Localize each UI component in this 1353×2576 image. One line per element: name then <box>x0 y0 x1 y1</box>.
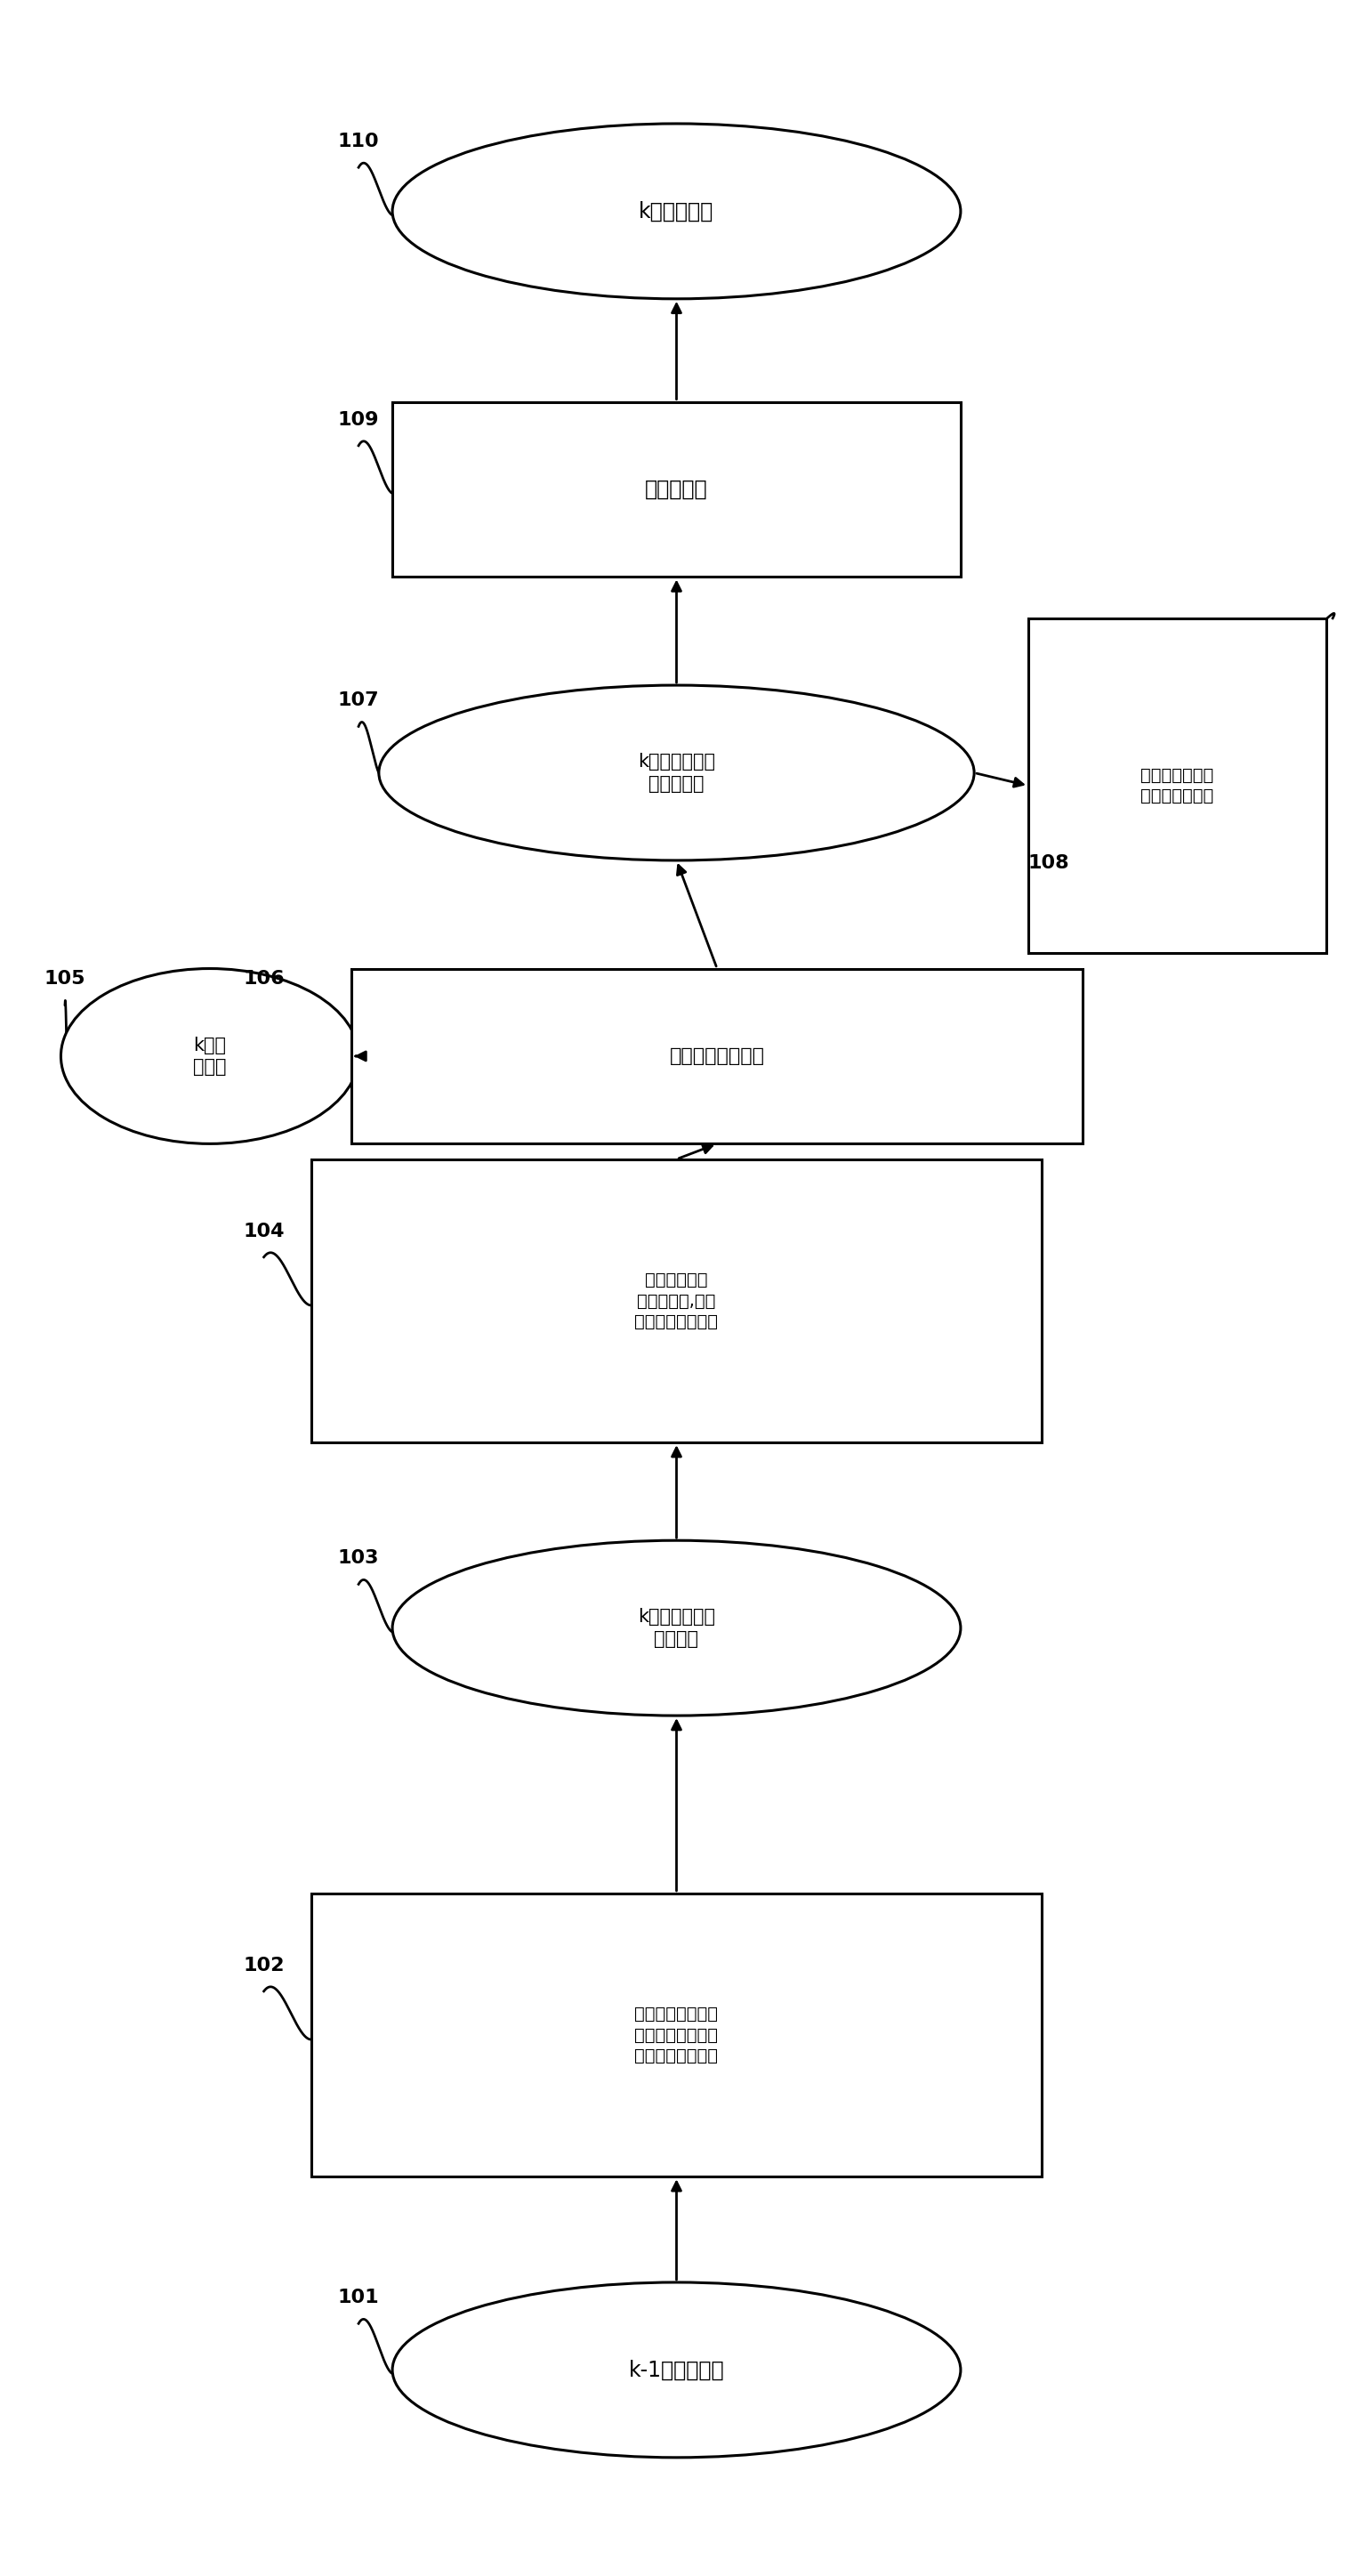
Bar <box>311 1159 1042 1443</box>
Text: k时刻
观测量: k时刻 观测量 <box>193 1036 226 1077</box>
Bar <box>392 402 961 577</box>
Ellipse shape <box>392 2282 961 2458</box>
Ellipse shape <box>379 685 974 860</box>
Text: 计算粒子区并
计算的区值,测量
协方差矩阵并找起: 计算粒子区并 计算的区值,测量 协方差矩阵并找起 <box>635 1273 718 1329</box>
Text: k-1密度粒子集: k-1密度粒子集 <box>629 2360 724 2380</box>
Text: k密度粒子集: k密度粒子集 <box>639 201 714 222</box>
Text: 110: 110 <box>338 134 379 149</box>
Text: 101: 101 <box>338 2290 379 2306</box>
Text: k时的密度粒子
更新粒子集: k时的密度粒子 更新粒子集 <box>637 752 716 793</box>
Text: 估计目标个数并
提取目标标状态: 估计目标个数并 提取目标标状态 <box>1141 768 1214 804</box>
Text: 测量粒子关联矩阵: 测量粒子关联矩阵 <box>670 1048 764 1064</box>
Text: 103: 103 <box>338 1551 379 1566</box>
Text: 107: 107 <box>338 693 379 708</box>
Text: k时刻密度粒子
集预测集: k时刻密度粒子 集预测集 <box>637 1607 716 1649</box>
Bar <box>352 969 1082 1144</box>
Text: 109: 109 <box>338 412 379 428</box>
Ellipse shape <box>392 124 961 299</box>
Text: 106: 106 <box>244 971 284 987</box>
Text: 105: 105 <box>45 971 85 987</box>
Bar <box>1028 618 1326 953</box>
Ellipse shape <box>61 969 359 1144</box>
Text: 通过分布粒子过程
模型实现粒子迁移
重采样并更新权值: 通过分布粒子过程 模型实现粒子迁移 重采样并更新权值 <box>635 2007 718 2063</box>
Bar <box>311 1893 1042 2177</box>
Text: 重　采　样: 重 采 样 <box>645 479 708 500</box>
Ellipse shape <box>392 1540 961 1716</box>
Text: 104: 104 <box>244 1224 284 1239</box>
Text: 102: 102 <box>244 1958 284 1973</box>
Text: 108: 108 <box>1028 855 1069 871</box>
